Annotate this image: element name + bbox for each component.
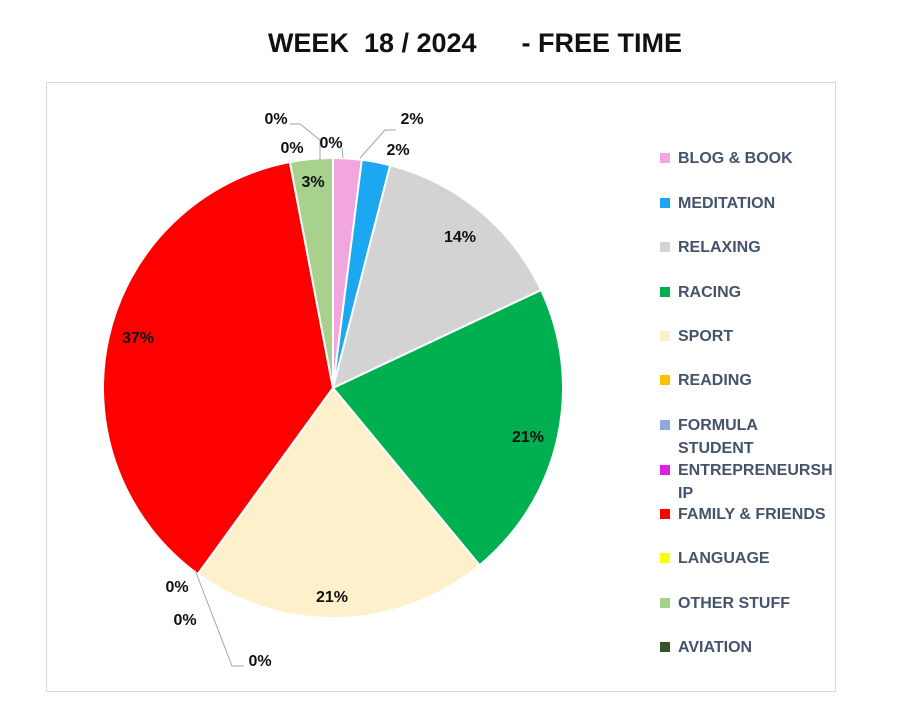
- data-label-relaxing: 14%: [444, 229, 476, 246]
- legend-label: MEDITATION: [678, 195, 776, 212]
- data-label-sport: 21%: [316, 589, 348, 606]
- legend-swatch: [660, 153, 670, 163]
- legend-swatch: [660, 375, 670, 385]
- plot-area-frame: [46, 82, 836, 692]
- data-label-aviation: 0%: [264, 111, 287, 128]
- pie-slice-relaxing: [331, 164, 543, 390]
- legend-swatch: [660, 598, 670, 608]
- data-label-family-friends: 37%: [122, 330, 154, 347]
- legend-swatch: [660, 420, 670, 430]
- chart-title: WEEK 18 / 2024 - FREE TIME: [267, 28, 683, 58]
- legend-label: RACING: [678, 284, 742, 301]
- legend-label: SPORT: [678, 328, 734, 345]
- pie-slice-other-stuff: [288, 156, 334, 389]
- pie-slice-racing: [331, 288, 564, 567]
- data-label-entrepreneurship: 0%: [248, 653, 271, 670]
- data-label-meditation: 2%: [400, 111, 423, 128]
- legend-label: OTHER STUFF: [678, 595, 790, 612]
- legend-label: FORMULA STUDENT: [678, 417, 758, 457]
- data-label-formula-student: 0%: [173, 612, 196, 629]
- legend-swatch: [660, 509, 670, 519]
- data-label-reading: 0%: [165, 579, 188, 596]
- pie-slice-sport: [196, 386, 482, 619]
- legend-swatch: [660, 331, 670, 341]
- legend-swatch: [660, 287, 670, 297]
- legend-swatch: [660, 198, 670, 208]
- legend-label: BLOG & BOOK: [678, 150, 793, 167]
- legend-label: LANGUAGE: [678, 550, 770, 567]
- data-label-other-stuff: 3%: [301, 174, 324, 191]
- data-label-blog-book: 0%: [319, 135, 342, 152]
- leader-line: [194, 569, 244, 667]
- leader-line: [290, 123, 321, 160]
- legend-label: FAMILY & FRIENDS: [678, 506, 826, 523]
- legend-swatch: [660, 553, 670, 563]
- legend-swatch: [660, 642, 670, 652]
- legend-label: AVIATION: [678, 639, 753, 656]
- legend-swatch: [660, 465, 670, 475]
- data-label-language: 0%: [280, 140, 303, 157]
- leader-line: [359, 129, 396, 159]
- data-label-racing: 21%: [512, 429, 544, 446]
- legend-swatch: [660, 242, 670, 252]
- legend-label: RELAXING: [678, 239, 761, 256]
- leader-line: [341, 147, 344, 159]
- legend-label: ENTREPRENEURSHIP: [678, 462, 833, 502]
- data-label-extra: 2%: [386, 142, 409, 159]
- legend-label: READING: [678, 372, 752, 389]
- pie-slice-family-friends: [102, 160, 335, 576]
